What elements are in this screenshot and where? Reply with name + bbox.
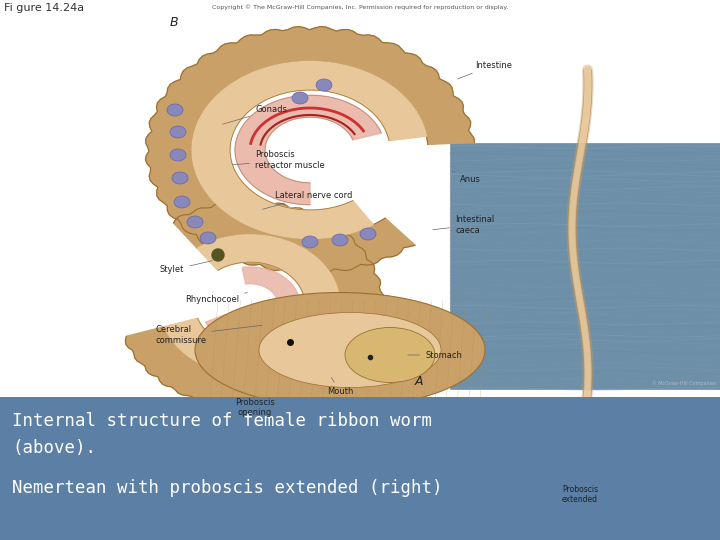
- Text: Proboscis
retractor muscle: Proboscis retractor muscle: [233, 150, 325, 170]
- Ellipse shape: [345, 327, 435, 382]
- Ellipse shape: [259, 313, 441, 388]
- Text: Lateral nerve cord: Lateral nerve cord: [263, 191, 352, 210]
- Text: (above).: (above).: [12, 439, 96, 457]
- Text: Cerebral
commissure: Cerebral commissure: [155, 325, 262, 345]
- Ellipse shape: [316, 79, 332, 91]
- Bar: [0, 397, 720, 540]
- Ellipse shape: [167, 104, 183, 116]
- Polygon shape: [164, 235, 340, 375]
- Text: Rhynchocoel: Rhynchocoel: [185, 293, 247, 305]
- Text: Mouth: Mouth: [327, 377, 354, 396]
- Ellipse shape: [332, 234, 348, 246]
- Polygon shape: [145, 26, 474, 273]
- Text: Internal structure of female ribbon worm: Internal structure of female ribbon worm: [12, 412, 432, 430]
- Text: Fi gure 14.24a: Fi gure 14.24a: [4, 3, 84, 13]
- Text: Gonads: Gonads: [222, 105, 287, 124]
- Ellipse shape: [187, 216, 203, 228]
- Text: Proboscis
opening: Proboscis opening: [235, 398, 275, 417]
- Text: Nemertean with proboscis extended (right): Nemertean with proboscis extended (right…: [12, 479, 443, 497]
- Ellipse shape: [174, 196, 190, 208]
- Text: A: A: [415, 375, 423, 388]
- Ellipse shape: [573, 430, 591, 444]
- Text: Stomach: Stomach: [408, 350, 462, 360]
- Text: B: B: [170, 16, 179, 29]
- Text: Intestine: Intestine: [458, 60, 512, 79]
- Polygon shape: [205, 267, 300, 343]
- Bar: [450, 143, 720, 389]
- Text: Anus: Anus: [452, 171, 481, 185]
- Text: Proboscis
extended: Proboscis extended: [562, 485, 598, 504]
- Circle shape: [212, 249, 224, 261]
- Text: © McGraw-Hill Companies: © McGraw-Hill Companies: [652, 380, 717, 386]
- Ellipse shape: [302, 236, 318, 248]
- Ellipse shape: [172, 172, 188, 184]
- Ellipse shape: [200, 232, 216, 244]
- Polygon shape: [125, 201, 384, 409]
- Text: Copyright © The McGraw-Hill Companies, Inc. Permission required for reproduction: Copyright © The McGraw-Hill Companies, I…: [212, 4, 508, 10]
- Ellipse shape: [170, 126, 186, 138]
- Polygon shape: [192, 62, 426, 239]
- Text: Intestinal
caeca: Intestinal caeca: [433, 215, 494, 235]
- Ellipse shape: [360, 228, 376, 240]
- Ellipse shape: [195, 293, 485, 408]
- Ellipse shape: [292, 92, 308, 104]
- Text: Stylet: Stylet: [160, 261, 212, 274]
- Ellipse shape: [170, 149, 186, 161]
- Polygon shape: [235, 95, 382, 205]
